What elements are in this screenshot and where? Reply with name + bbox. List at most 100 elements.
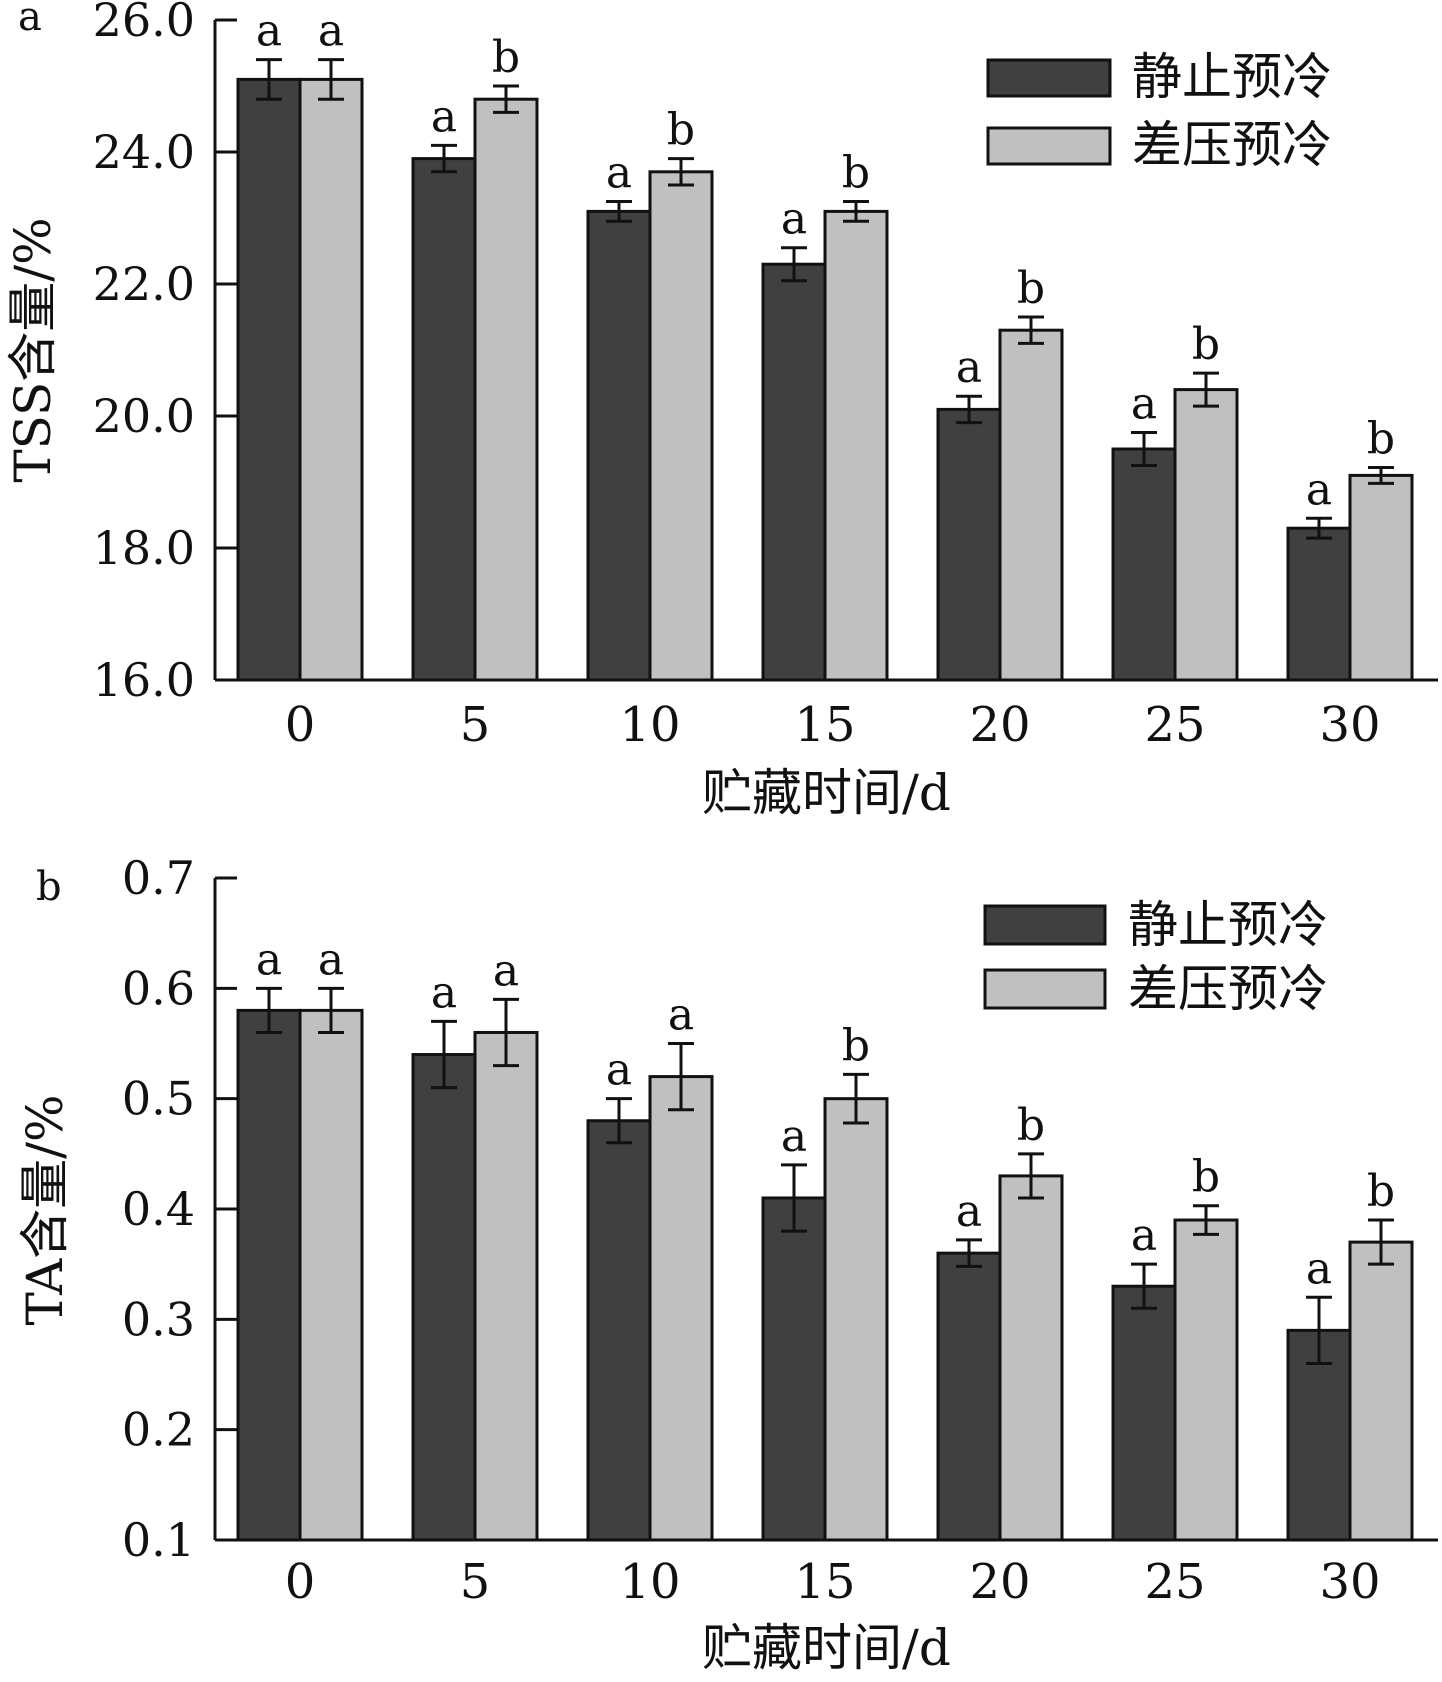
x-tick-label: 30 (1319, 1554, 1380, 1610)
bar (998, 1174, 1064, 1542)
x-tick-label: 30 (1319, 697, 1380, 753)
significance-letter: a (256, 934, 282, 985)
bar (411, 1053, 477, 1542)
bar (586, 209, 652, 682)
significance-letter: b (842, 1020, 870, 1071)
bar (1348, 1240, 1414, 1542)
y-tick-label: 0.4 (122, 1182, 195, 1236)
y-axis-title: TA含量/% (16, 1094, 74, 1325)
bar (1173, 1218, 1239, 1542)
bar (823, 209, 889, 682)
significance-letter: a (256, 6, 282, 57)
significance-letter: b (1367, 413, 1395, 464)
y-tick-label: 0.2 (122, 1403, 195, 1457)
legend-swatch (986, 126, 1112, 166)
bar (473, 97, 539, 682)
bar (1111, 447, 1177, 682)
significance-letter: b (1367, 1166, 1395, 1217)
significance-letter: a (1131, 1210, 1157, 1261)
legend-label: 静止预冷 (1132, 48, 1332, 106)
bar (1173, 388, 1239, 682)
x-tick-label: 25 (1144, 1554, 1205, 1610)
significance-letter: b (1192, 1152, 1220, 1203)
bar (936, 407, 1002, 682)
x-tick-label: 5 (460, 1554, 491, 1610)
significance-letter: a (1131, 379, 1157, 430)
significance-letter: a (606, 148, 632, 199)
bar (236, 1008, 302, 1542)
x-tick-label: 10 (619, 1554, 680, 1610)
y-tick-label: 20.0 (93, 389, 195, 443)
bar (411, 157, 477, 682)
bar (998, 328, 1064, 682)
bar (761, 1196, 827, 1542)
bar (298, 77, 364, 682)
bar (648, 1075, 714, 1542)
y-tick-label: 26.0 (93, 0, 195, 47)
significance-letter: b (1017, 263, 1045, 314)
legend-label: 差压预冷 (1132, 116, 1332, 174)
x-axis-title: 贮藏时间/d (702, 1619, 951, 1677)
bar (1286, 1328, 1352, 1542)
y-tick-label: 22.0 (93, 257, 195, 311)
bar (761, 262, 827, 682)
bar (1348, 473, 1414, 682)
y-tick-label: 16.0 (93, 653, 195, 707)
significance-letter: b (1017, 1100, 1045, 1151)
significance-letter: b (1192, 319, 1220, 370)
y-tick-label: 24.0 (93, 125, 195, 179)
significance-letter: a (668, 990, 694, 1041)
x-tick-label: 0 (285, 697, 316, 753)
legend-label: 差压预冷 (1128, 960, 1328, 1018)
x-axis-title: 贮藏时间/d (702, 764, 951, 822)
significance-letter: a (781, 1111, 807, 1162)
significance-letter: a (1306, 464, 1332, 515)
x-tick-label: 5 (460, 697, 491, 753)
y-tick-label: 0.6 (122, 961, 195, 1015)
significance-letter: a (956, 342, 982, 393)
significance-letter: a (431, 967, 457, 1018)
x-tick-label: 10 (619, 697, 680, 753)
x-tick-label: 20 (969, 1554, 1030, 1610)
significance-letter: a (431, 91, 457, 142)
legend-swatch (986, 58, 1112, 98)
bar (586, 1119, 652, 1542)
legend-swatch (983, 968, 1107, 1010)
significance-letter: a (781, 194, 807, 245)
x-tick-label: 15 (794, 1554, 855, 1610)
significance-letter: a (493, 945, 519, 996)
significance-letter: b (842, 148, 870, 199)
significance-letter: a (1306, 1243, 1332, 1294)
bar (1111, 1284, 1177, 1542)
x-tick-label: 15 (794, 697, 855, 753)
y-axis-title: TSS含量/% (4, 217, 62, 482)
y-tick-label: 18.0 (93, 521, 195, 575)
y-tick-label: 0.1 (122, 1513, 195, 1567)
bar (236, 77, 302, 682)
significance-letter: a (956, 1186, 982, 1237)
panel-label: a (18, 0, 42, 40)
y-tick-label: 0.5 (122, 1072, 195, 1126)
significance-letter: b (492, 32, 520, 83)
significance-letter: a (606, 1045, 632, 1096)
bar (823, 1097, 889, 1542)
bar (298, 1008, 364, 1542)
x-tick-label: 25 (1144, 697, 1205, 753)
legend-swatch (983, 904, 1107, 946)
y-tick-label: 0.3 (122, 1292, 195, 1346)
panel-label: b (36, 864, 62, 910)
significance-letter: b (667, 105, 695, 156)
bar (1286, 526, 1352, 682)
significance-letter: a (318, 934, 344, 985)
legend-label: 静止预冷 (1128, 896, 1328, 954)
x-tick-label: 0 (285, 1554, 316, 1610)
bar (473, 1030, 539, 1542)
significance-letter: a (318, 6, 344, 57)
bar (936, 1251, 1002, 1542)
bar (648, 170, 714, 682)
